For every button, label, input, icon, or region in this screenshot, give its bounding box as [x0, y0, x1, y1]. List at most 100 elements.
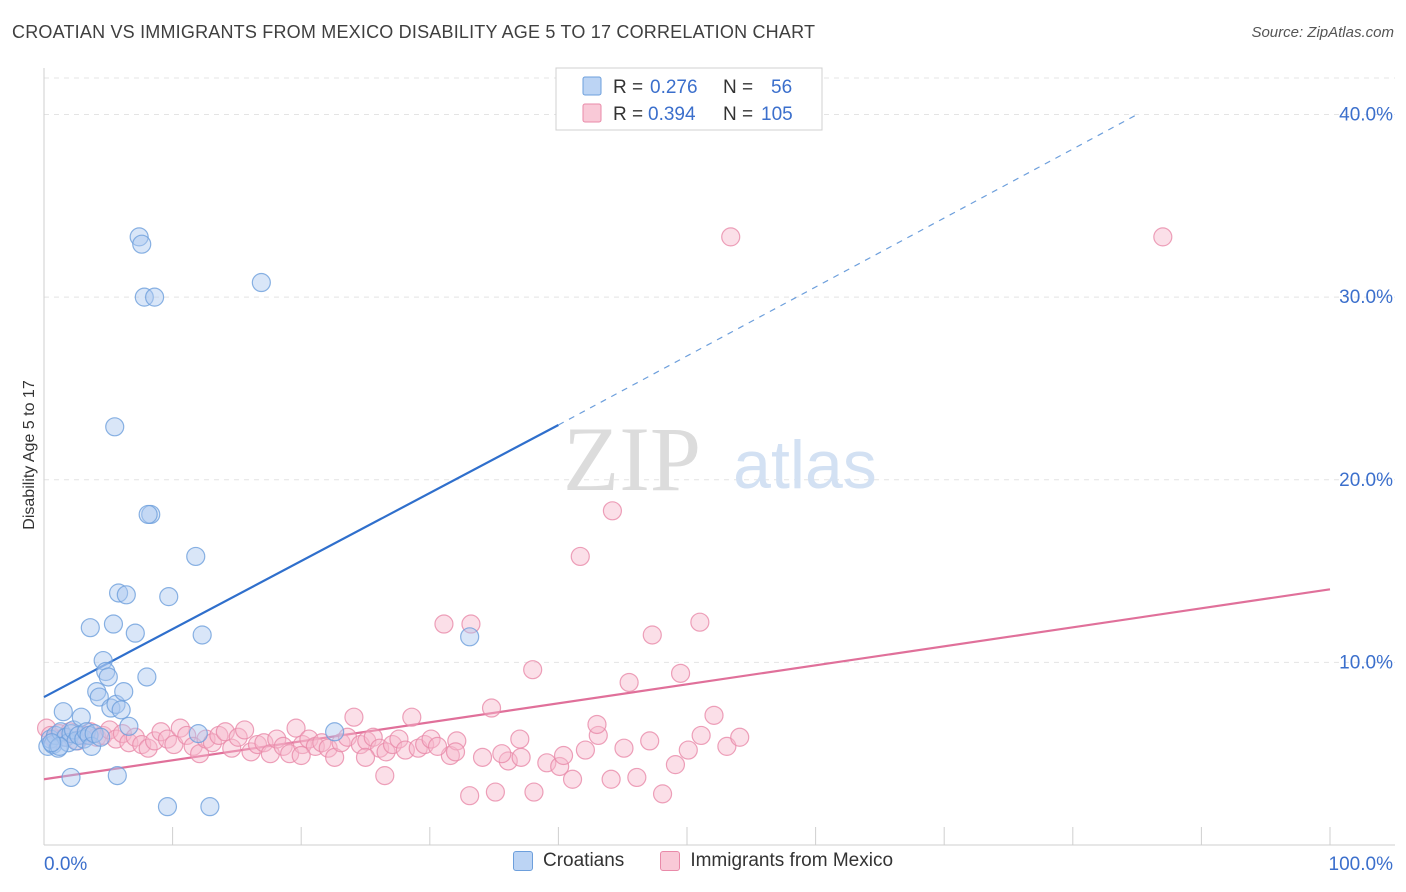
mexico-point	[402, 707, 422, 727]
mexico-point	[344, 707, 364, 727]
watermark-atlas: atlas	[733, 427, 877, 503]
mexico-point	[209, 725, 229, 746]
y-tick-label: 40.0%	[1339, 105, 1393, 126]
mexico-point	[427, 736, 448, 756]
y-tick-label: 30.0%	[1339, 287, 1393, 308]
croatians-point	[53, 702, 73, 722]
mexico-point	[575, 740, 596, 760]
croatians-point	[132, 234, 152, 254]
mexico-point	[481, 698, 502, 718]
mexico-point	[228, 727, 248, 747]
mexico-point	[510, 729, 530, 749]
mexico-point	[690, 612, 710, 632]
data-points	[36, 227, 1173, 817]
legend-label-mexico: Immigrants from Mexico	[690, 850, 894, 871]
croatians-point	[108, 583, 129, 603]
legend-item-croatians[interactable]: Croatians	[512, 850, 625, 872]
mexico-point	[460, 786, 480, 806]
mexico-point	[537, 753, 557, 773]
mexico-point	[602, 501, 623, 521]
mexico-point	[267, 729, 287, 749]
y-tick-labels: 10.0% 20.0% 30.0% 40.0%	[1339, 105, 1393, 674]
legend-n-label-2: N =	[723, 104, 753, 125]
legend-swatch-croatians	[582, 76, 602, 96]
legend-item-mexico[interactable]: Immigrants from Mexico	[660, 850, 893, 872]
legend-swatch-mexico	[582, 103, 602, 123]
croatians-point	[159, 587, 179, 607]
legend-r-label-2: R =	[613, 104, 643, 125]
croatians-point	[129, 227, 149, 247]
mexico-point	[619, 672, 639, 693]
mexico-point	[254, 733, 274, 753]
croatians-point	[251, 272, 271, 293]
mexico-point	[553, 745, 574, 766]
mexico-point	[704, 705, 724, 725]
mexico-point	[363, 727, 383, 747]
x-tick-label-end: 100.0%	[1329, 854, 1394, 875]
x-tick-label-start: 0.0%	[44, 854, 87, 875]
legend-n-value-1: 56	[771, 77, 792, 98]
mexico-point	[570, 546, 590, 567]
mexico-point	[511, 747, 531, 767]
series-legend: Croatians Immigrants from Mexico	[0, 850, 1406, 872]
y-tick-label: 20.0%	[1339, 470, 1393, 491]
mexico-point	[273, 736, 293, 756]
mexico-swatch	[660, 851, 681, 871]
mexico-point	[170, 718, 190, 738]
gridlines	[44, 77, 1395, 663]
mexico-point	[370, 738, 390, 758]
croatians-point	[61, 767, 81, 788]
croatians-point	[98, 667, 118, 687]
croatians-point	[114, 681, 134, 702]
mexico-point	[492, 744, 512, 764]
x-tick-labels: 0.0% 100.0%	[44, 854, 1393, 875]
mexico-point	[550, 756, 570, 777]
mexico-point	[222, 738, 242, 758]
legend-r-label-1: R =	[613, 77, 643, 98]
croatians-point	[186, 546, 206, 567]
source-note: Source: ZipAtlas.com	[1251, 24, 1394, 41]
croatians-point	[134, 287, 154, 307]
mexico-point	[614, 738, 634, 758]
mexico-point	[138, 738, 158, 758]
mexico-point	[355, 747, 376, 767]
axes	[43, 68, 1395, 846]
mexico-point	[389, 729, 409, 749]
mexico-point	[291, 745, 311, 766]
croatians-point	[137, 667, 157, 687]
mexico-point	[375, 766, 395, 786]
mexico-point	[202, 733, 223, 753]
mexico-point	[730, 727, 750, 747]
mexico-point	[642, 625, 662, 645]
legend-n-value-2: 105	[761, 104, 793, 125]
mexico-point	[434, 614, 454, 634]
croatians-point	[105, 417, 125, 437]
croatians-point	[42, 733, 62, 753]
mexico-point	[286, 718, 306, 738]
mexico-point	[472, 747, 493, 767]
croatians-point	[71, 707, 91, 727]
croatians-trend-extension	[558, 113, 1138, 426]
mexico-point	[235, 720, 255, 740]
chart-title: CROATIAN VS IMMIGRANTS FROM MEXICO DISAB…	[12, 22, 816, 42]
mexico-point	[652, 784, 673, 804]
croatians-point	[80, 618, 100, 638]
croatians-point	[200, 797, 220, 817]
croatians-point	[111, 700, 131, 720]
croatians-point	[188, 724, 208, 744]
legend-label-croatians: Croatians	[542, 850, 625, 871]
mexico-point	[665, 755, 686, 775]
croatians-point	[103, 614, 124, 634]
mexico-point	[498, 751, 518, 771]
mexico-point	[587, 714, 607, 735]
croatians-point	[90, 727, 111, 747]
mexico-point	[151, 722, 171, 742]
watermark-zip: ZIP	[563, 408, 701, 510]
watermark: ZIP atlas	[563, 408, 877, 510]
mexico-point	[627, 767, 647, 788]
mexico-point	[721, 227, 741, 247]
croatians-point	[84, 724, 104, 744]
mexico-point	[524, 782, 544, 802]
croatians-trend-line	[43, 424, 559, 699]
mexico-point	[640, 731, 660, 751]
